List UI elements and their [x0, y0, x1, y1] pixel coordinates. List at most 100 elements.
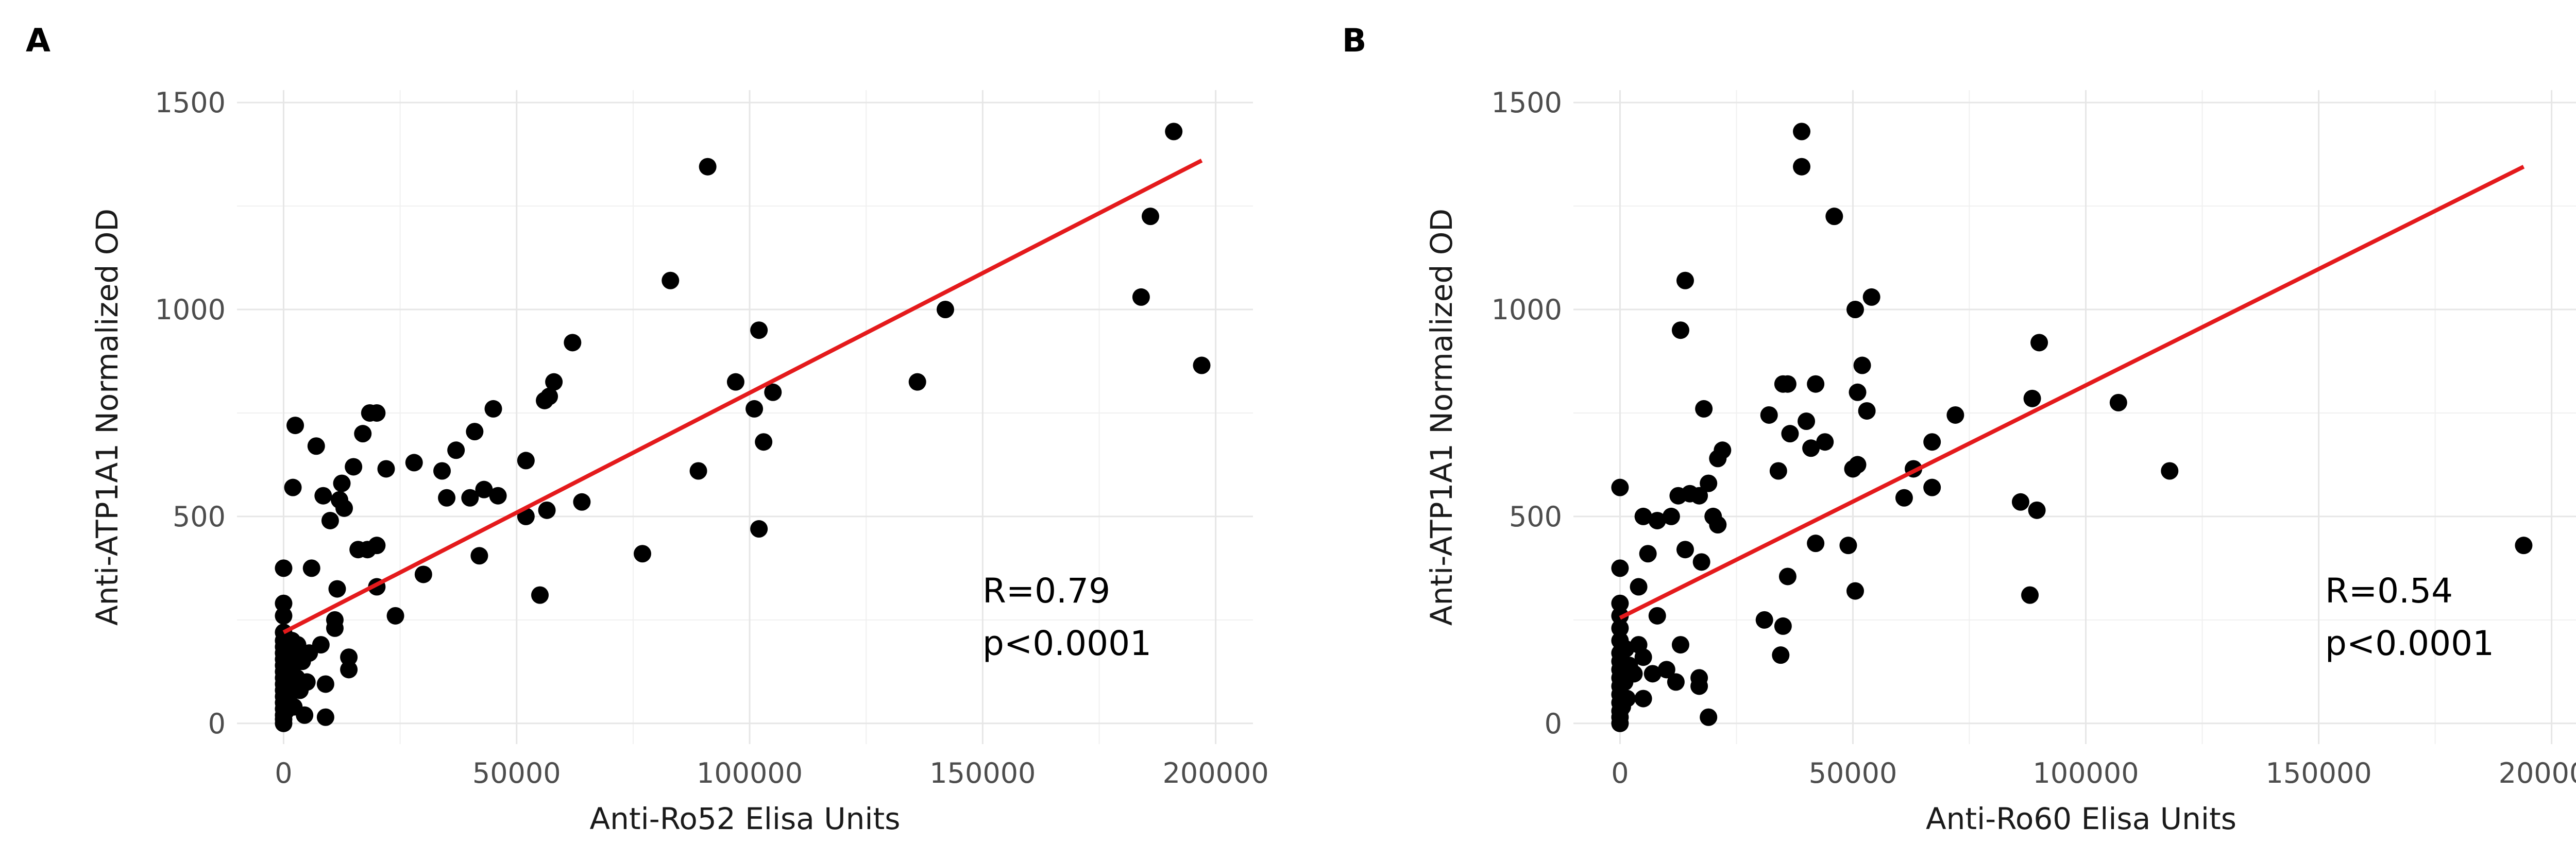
data-point — [470, 547, 488, 565]
data-point — [1671, 636, 1689, 654]
data-point — [1634, 648, 1652, 666]
data-point — [284, 478, 302, 496]
x-tick-label: 50000 — [1809, 757, 1897, 789]
y-tick-label: 500 — [1509, 501, 1562, 533]
data-point — [340, 661, 358, 679]
panel-a-letter: A — [26, 22, 50, 59]
data-point — [475, 480, 493, 498]
data-point — [275, 607, 293, 625]
data-point — [1132, 288, 1150, 306]
data-point — [326, 619, 344, 637]
data-point — [328, 580, 346, 598]
data-point — [312, 636, 330, 654]
data-point — [1671, 321, 1689, 339]
panel-a-x-ticks: 0 50000 100000 150000 200000 — [275, 757, 1268, 789]
data-point — [1630, 578, 1648, 596]
data-point — [538, 501, 556, 519]
data-point — [1778, 567, 1797, 586]
data-point — [1802, 439, 1820, 457]
data-point — [354, 425, 372, 443]
data-point — [447, 441, 465, 459]
panel-b-p-value: p<0.0001 — [2325, 624, 2494, 663]
data-point — [1141, 208, 1159, 226]
panel-a-fit-line — [282, 159, 1203, 634]
data-point — [1639, 545, 1657, 563]
x-tick-label: 0 — [275, 757, 292, 789]
panel-b-r-value: R=0.54 — [2325, 571, 2453, 611]
data-point — [1774, 617, 1792, 635]
data-point — [699, 158, 717, 176]
data-point — [517, 452, 535, 470]
data-point — [1816, 433, 1834, 451]
data-point — [564, 334, 582, 352]
data-point — [466, 423, 484, 441]
data-point — [1611, 594, 1629, 612]
data-point — [1760, 406, 1778, 424]
y-tick-label: 0 — [208, 708, 226, 740]
panel-a-grid — [237, 90, 1253, 744]
data-point — [438, 489, 456, 507]
data-point — [755, 433, 773, 451]
data-point — [316, 708, 334, 726]
panel-b-points — [1611, 123, 2533, 732]
data-point — [1769, 462, 1787, 480]
data-point — [1618, 690, 1636, 708]
data-point — [1611, 478, 1629, 496]
data-point — [1923, 433, 1941, 451]
data-point — [335, 499, 353, 517]
data-point — [275, 594, 293, 612]
data-point — [314, 487, 332, 505]
data-point — [368, 537, 386, 555]
data-point — [377, 460, 395, 478]
data-point — [764, 383, 782, 401]
y-tick-label: 500 — [173, 501, 226, 533]
data-point — [405, 454, 423, 472]
data-point — [689, 462, 707, 480]
data-point — [1676, 271, 1694, 289]
data-point — [1849, 383, 1867, 401]
data-point — [298, 673, 316, 691]
data-point — [2161, 462, 2179, 480]
panel-a-y-ticks: 0 500 1000 1500 — [155, 87, 226, 740]
data-point — [1700, 708, 1718, 726]
data-point — [1846, 582, 1864, 600]
data-point — [1648, 607, 1666, 625]
data-point — [936, 301, 954, 319]
data-point — [750, 520, 768, 538]
data-point — [726, 373, 744, 391]
data-point — [302, 559, 320, 577]
data-point — [1700, 474, 1718, 492]
y-tick-label: 0 — [1545, 708, 1562, 740]
x-tick-label: 100000 — [697, 757, 803, 789]
data-point — [1611, 559, 1629, 577]
data-point — [1662, 507, 1680, 525]
data-point — [1667, 673, 1685, 691]
x-tick-label: 50000 — [472, 757, 561, 789]
data-point — [1793, 123, 1811, 141]
data-point — [1657, 661, 1675, 679]
panel-b-y-ticks: 0 500 1000 1500 — [1492, 87, 1562, 740]
data-point — [1625, 665, 1643, 683]
data-point — [1839, 537, 1857, 555]
x-tick-label: 100000 — [2032, 757, 2139, 789]
data-point — [1714, 441, 1732, 459]
data-point — [1772, 646, 1790, 664]
data-point — [1634, 690, 1652, 708]
panel-b-letter: B — [1342, 22, 1366, 59]
data-point — [545, 373, 563, 391]
x-tick-label: 200000 — [1163, 757, 1269, 789]
data-point — [2021, 586, 2039, 604]
x-tick-label: 0 — [1611, 757, 1629, 789]
data-point — [296, 706, 314, 724]
data-point — [1825, 208, 1843, 226]
data-point — [1643, 665, 1662, 683]
data-point — [340, 648, 358, 666]
data-point — [368, 404, 386, 422]
data-point — [2011, 493, 2029, 511]
data-point — [1781, 425, 1799, 443]
y-tick-label: 1500 — [155, 87, 226, 119]
data-point — [1690, 677, 1708, 695]
panel-a-points — [275, 123, 1211, 732]
